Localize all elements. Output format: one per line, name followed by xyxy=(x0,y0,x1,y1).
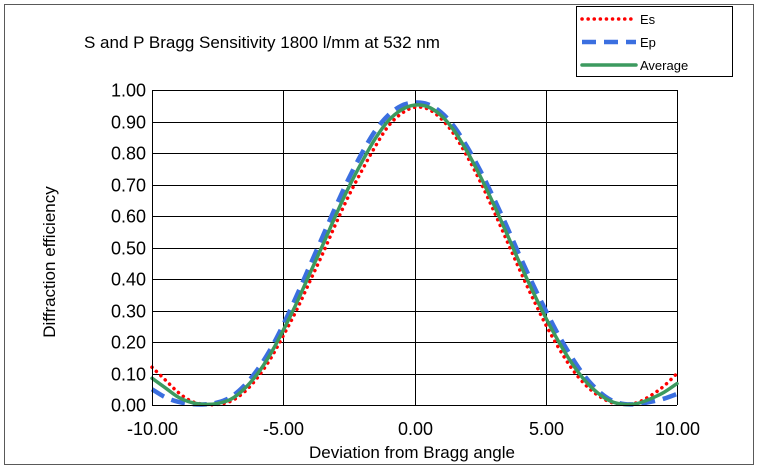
y-axis-title: Diffraction efficiency xyxy=(40,186,59,338)
legend-label-es: Es xyxy=(640,12,656,27)
series-average-line xyxy=(150,103,679,407)
x-tick-label: -5.00 xyxy=(263,419,304,439)
series-ep-line xyxy=(150,100,678,407)
y-tick-label: 0.70 xyxy=(111,176,146,196)
chart-frame xyxy=(4,4,754,465)
y-tick-label: 0.00 xyxy=(111,396,146,416)
x-tick-label: 5.00 xyxy=(529,419,564,439)
y-tick-label: 0.20 xyxy=(111,333,146,353)
legend-label-ep: Ep xyxy=(640,35,656,50)
x-tick-label: -10.00 xyxy=(127,419,178,439)
series-es-line xyxy=(150,105,679,407)
legend-label-average: Average xyxy=(640,58,688,73)
x-tick-labels: -10.00 -5.00 0.00 5.00 10.00 xyxy=(127,419,700,439)
y-tick-label: 0.50 xyxy=(111,239,146,259)
x-tick-label: 0.00 xyxy=(398,419,433,439)
y-tick-label: 0.90 xyxy=(111,113,146,133)
y-tick-label: 1.00 xyxy=(111,81,146,101)
x-axis-title: Deviation from Bragg angle xyxy=(309,443,515,462)
y-tick-label: 0.80 xyxy=(111,144,146,164)
y-tick-label: 0.40 xyxy=(111,270,146,290)
y-tick-label: 0.10 xyxy=(111,365,146,385)
series-layer xyxy=(150,100,679,407)
x-tick-label: 10.00 xyxy=(655,419,700,439)
y-tick-labels: 0.00 0.10 0.20 0.30 0.40 0.50 0.60 0.70 0.80 0.90… xyxy=(111,81,146,416)
y-tick-label: 0.30 xyxy=(111,302,146,322)
y-tick-label: 0.60 xyxy=(111,207,146,227)
legend: Es Ep Average xyxy=(576,6,733,77)
axis-layer xyxy=(152,90,677,406)
chart-title: S and P Bragg Sensitivity 1800 l/mm at 5… xyxy=(84,33,440,52)
